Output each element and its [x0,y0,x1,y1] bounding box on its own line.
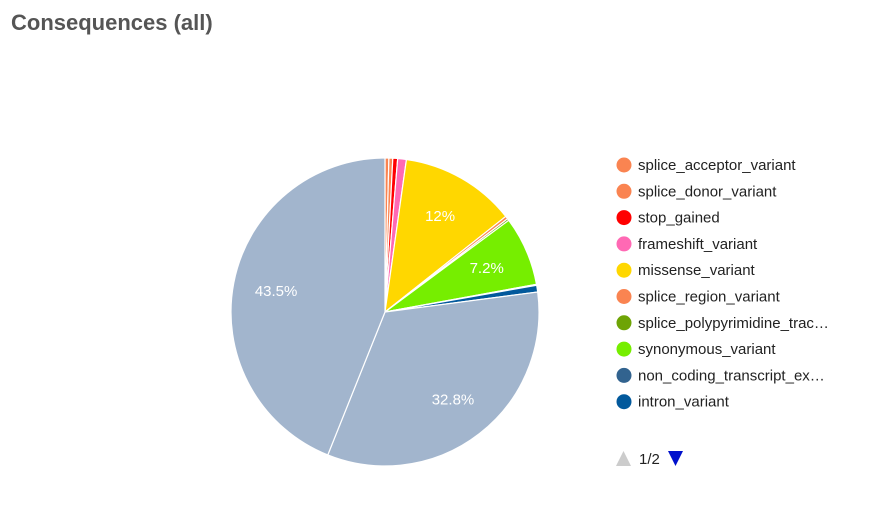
legend-page-indicator: 1/2 [639,451,660,468]
legend-marker [616,289,632,304]
legend-label: missense_variant [638,262,756,279]
legend-item[interactable]: splice_region_variant [616,289,781,306]
chart-title: Consequences (all) [11,10,213,35]
legend-label: splice_acceptor_variant [638,157,796,174]
legend-label: synonymous_variant [638,341,776,358]
legend-marker [616,236,632,252]
legend-marker [616,262,632,278]
legend-item[interactable]: intron_variant [616,394,730,411]
legend-marker [616,315,632,331]
legend-marker [616,394,632,410]
legend-marker [616,210,632,226]
legend-label: splice_region_variant [638,289,781,306]
legend: splice_acceptor_variant splice_donor_vari… [616,157,829,411]
legend-pager: 1/2 [616,451,683,468]
legend-label: splice_donor_variant [638,183,777,200]
pie-slice-missense-variant[interactable] [384,158,507,314]
legend-label: intron_variant [638,394,730,411]
legend-item[interactable]: frameshift_variant [616,236,759,253]
pie-slice-label: 43.5% [255,283,298,300]
pie-slice-labels: 12% 7.2% 32.8% 43.5% [255,208,504,409]
pie-slice-label: 12% [425,208,455,225]
legend-item[interactable]: splice_polypyrimidine_trac… [616,315,829,332]
legend-label: splice_polypyrimidine_trac… [638,315,829,332]
pie-slice-label: 32.8% [432,392,475,409]
legend-label: stop_gained [638,210,720,227]
legend-label: non_coding_transcript_ex… [638,367,825,384]
legend-marker [616,341,632,357]
legend-next-arrow-icon[interactable] [668,451,683,466]
legend-item[interactable]: splice_donor_variant [616,183,778,200]
legend-item[interactable]: stop_gained [616,210,720,227]
legend-label: frameshift_variant [638,236,758,253]
legend-marker [616,157,632,173]
legend-item[interactable]: synonymous_variant [616,341,777,358]
legend-marker [616,367,632,383]
legend-item[interactable]: non_coding_transcript_ex… [616,367,825,384]
legend-prev-arrow-icon[interactable] [616,451,631,466]
pie-slice-label: 7.2% [470,260,504,277]
legend-item[interactable]: splice_acceptor_variant [616,157,797,174]
legend-marker [616,183,632,199]
pie-slices [230,157,540,467]
pie-slice-other-page2-a[interactable] [326,291,540,467]
pie-slice-other-page2-b[interactable] [230,157,386,456]
legend-item[interactable]: missense_variant [616,262,756,279]
